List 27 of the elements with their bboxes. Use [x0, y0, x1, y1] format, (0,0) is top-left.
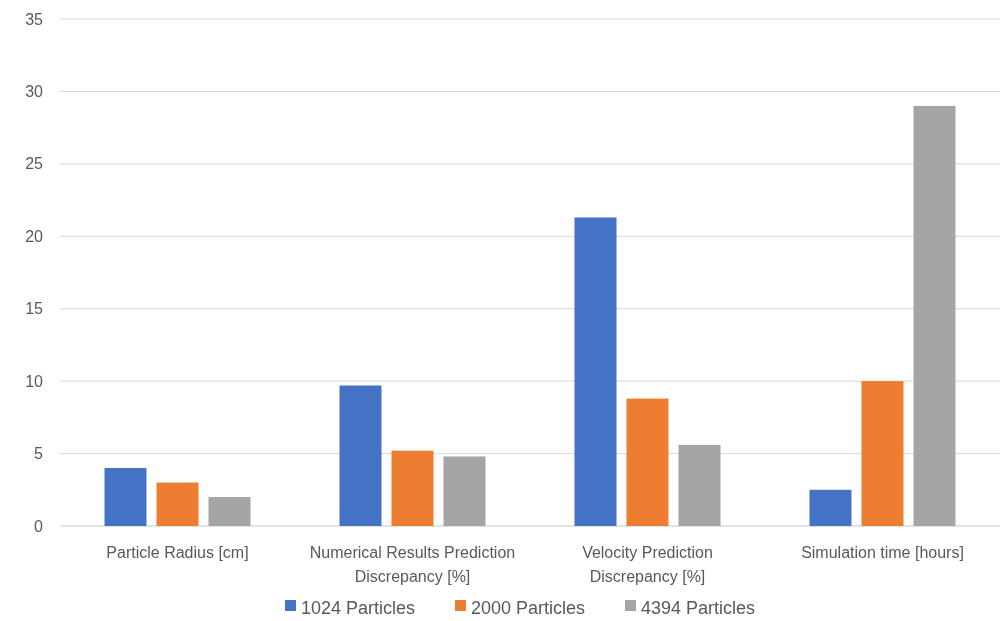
x-tick-label: Particle Radius [cm]: [106, 544, 249, 561]
y-tick-label: 20: [25, 227, 44, 245]
x-tick-label: Velocity Prediction Discrepancy [%]: [582, 544, 713, 585]
legend-label: 2000 Particles: [471, 598, 586, 619]
bar: [104, 468, 147, 526]
y-tick-label: 30: [25, 83, 44, 101]
y-tick-label: 0: [34, 517, 44, 535]
legend-label: 4394 Particles: [641, 598, 756, 619]
bar: [913, 105, 956, 526]
bar: [339, 385, 382, 526]
x-tick-label: Numerical Results Prediction Discrepancy [%]: [309, 544, 516, 585]
bar: [156, 482, 199, 526]
y-tick-label: 25: [25, 155, 44, 173]
bar: [861, 381, 904, 526]
bar: [574, 217, 617, 526]
bar: [809, 489, 852, 526]
bar: [391, 450, 434, 526]
y-tick-label: 5: [34, 445, 44, 463]
x-tick-label: Simulation time [hours]: [801, 544, 964, 561]
legend-label: 1024 Particles: [301, 598, 416, 619]
bar: [678, 444, 721, 526]
bar: [208, 497, 251, 526]
y-tick-label: 10: [25, 372, 44, 390]
bar: [626, 398, 669, 526]
y-tick-label: 35: [25, 10, 44, 28]
bar: [443, 456, 486, 526]
y-tick-label: 15: [25, 300, 44, 318]
